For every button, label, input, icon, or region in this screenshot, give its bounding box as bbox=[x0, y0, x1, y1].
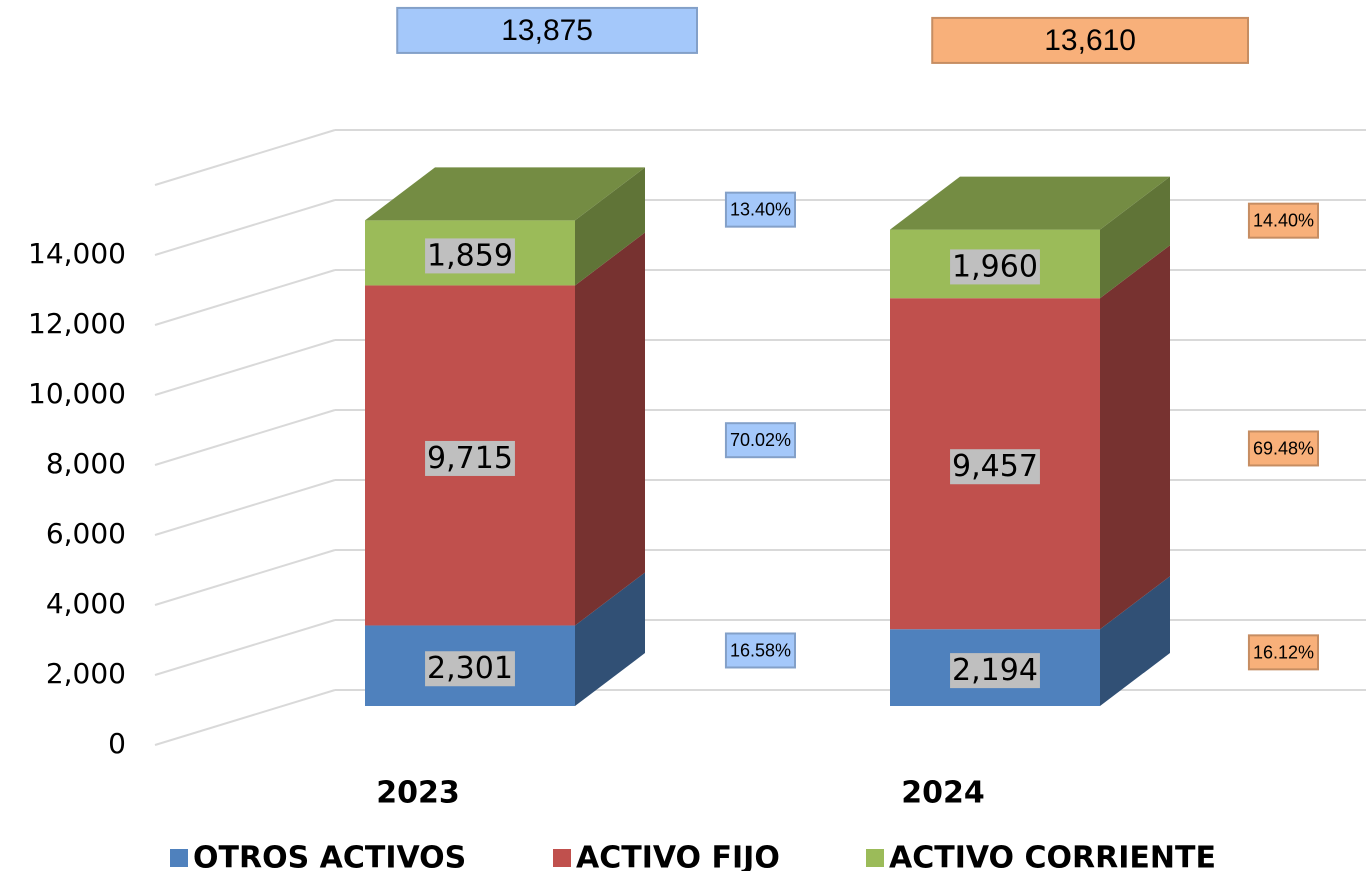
percentage-label: 14.40% bbox=[1253, 211, 1314, 231]
grid-line bbox=[154, 689, 336, 746]
grid-line bbox=[154, 199, 336, 256]
bar-side bbox=[1100, 576, 1170, 706]
bar-top bbox=[365, 167, 645, 221]
segment-label-box bbox=[425, 440, 515, 476]
segment-label-box bbox=[950, 653, 1040, 689]
legend-swatch bbox=[170, 849, 188, 867]
percentage-label: 16.12% bbox=[1253, 642, 1314, 662]
y-tick-label: 2,000 bbox=[46, 657, 126, 690]
percentage-label-box bbox=[724, 191, 796, 228]
y-tick-label: 14,000 bbox=[28, 237, 126, 270]
x-tick-label: 2023 bbox=[376, 776, 460, 811]
segment-label: 2,301 bbox=[427, 651, 513, 686]
grid-line bbox=[154, 479, 336, 536]
legend-label: ACTIVO CORRIENTE bbox=[889, 841, 1216, 871]
segment-label-box bbox=[950, 249, 1040, 285]
segment-label-box bbox=[425, 238, 515, 274]
y-tick-label: 8,000 bbox=[46, 447, 126, 480]
percentage-label-box bbox=[1247, 634, 1319, 671]
bar-side bbox=[575, 167, 645, 286]
legend-swatch bbox=[553, 849, 571, 867]
percentage-label-box bbox=[1247, 202, 1319, 239]
segment-label: 1,960 bbox=[952, 249, 1038, 284]
percentage-label: 16.58% bbox=[730, 640, 791, 660]
grid-line bbox=[154, 339, 336, 396]
total-label-box bbox=[931, 16, 1249, 64]
legend-swatch bbox=[866, 849, 884, 867]
y-tick-label: 10,000 bbox=[28, 377, 126, 410]
grid-line bbox=[154, 549, 336, 606]
total-label: 13,610 bbox=[1044, 24, 1136, 57]
y-tick-label: 12,000 bbox=[28, 307, 126, 340]
y-tick-label: 6,000 bbox=[46, 517, 126, 550]
bar-side bbox=[1100, 245, 1170, 630]
segment-label: 1,859 bbox=[427, 238, 513, 273]
bar-side bbox=[1100, 176, 1170, 299]
percentage-label: 13.40% bbox=[730, 200, 791, 220]
bar-side bbox=[575, 232, 645, 626]
legend-label: ACTIVO FIJO bbox=[576, 841, 780, 871]
total-label: 13,875 bbox=[501, 14, 593, 47]
percentage-label: 70.02% bbox=[730, 430, 791, 450]
bar-side bbox=[575, 572, 645, 706]
y-tick-label: 0 bbox=[108, 727, 126, 760]
percentage-label: 69.48% bbox=[1253, 438, 1314, 458]
grid-line bbox=[154, 409, 336, 466]
segment-label-box bbox=[950, 449, 1040, 485]
segment-label: 9,457 bbox=[952, 449, 1038, 484]
segment-label: 9,715 bbox=[427, 441, 513, 476]
percentage-label-box bbox=[724, 422, 796, 459]
bar-top bbox=[890, 176, 1170, 230]
x-tick-label: 2024 bbox=[901, 776, 985, 811]
legend-label: OTROS ACTIVOS bbox=[193, 841, 466, 871]
grid-line bbox=[154, 129, 336, 186]
grid-line bbox=[154, 269, 336, 326]
total-label-box bbox=[396, 6, 698, 54]
percentage-label-box bbox=[724, 632, 796, 669]
percentage-label-box bbox=[1247, 430, 1319, 467]
segment-label: 2,194 bbox=[952, 653, 1038, 688]
segment-label-box bbox=[425, 651, 515, 687]
grid-line bbox=[154, 619, 336, 676]
y-tick-label: 4,000 bbox=[46, 587, 126, 620]
